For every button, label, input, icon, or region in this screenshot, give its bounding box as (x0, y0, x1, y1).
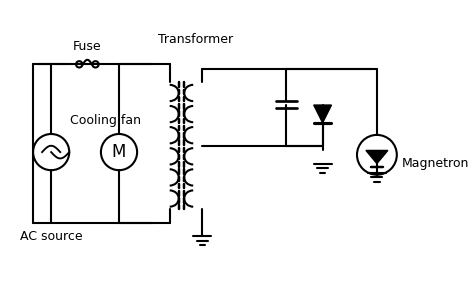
Text: Magnetron: Magnetron (402, 157, 470, 170)
Text: M: M (112, 143, 126, 161)
Text: Transformer: Transformer (158, 33, 234, 46)
Text: AC source: AC source (20, 230, 82, 243)
Polygon shape (314, 105, 331, 123)
Text: Fuse: Fuse (73, 40, 101, 54)
Polygon shape (366, 151, 388, 164)
Text: Cooling fan: Cooling fan (70, 114, 141, 127)
